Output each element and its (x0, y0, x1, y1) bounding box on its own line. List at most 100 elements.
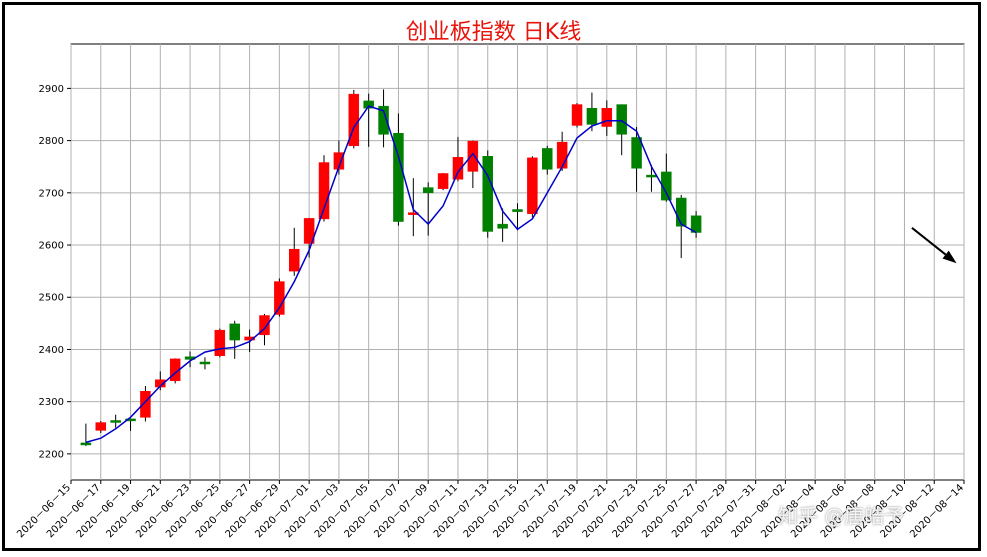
x-tick-label: 2020－07－11 (402, 482, 460, 540)
candle-body (467, 140, 479, 172)
arrow-head (942, 250, 957, 264)
x-tick-label: 2020－06－25 (164, 482, 222, 540)
candle-body (437, 173, 449, 189)
candle (527, 156, 538, 218)
candle-body (512, 209, 523, 212)
candle-body (556, 141, 568, 169)
candle (512, 203, 523, 231)
y-tick-label: 2900 (39, 84, 64, 95)
candle (571, 103, 583, 128)
trend-arrow (911, 227, 957, 264)
candle-body (586, 107, 598, 125)
x-tick-label: 2020－07－27 (640, 482, 698, 540)
x-tick-label: 2020－06－27 (194, 482, 252, 540)
candle (229, 320, 240, 359)
candle (140, 386, 151, 422)
y-tick-label: 2200 (39, 449, 64, 460)
candle (497, 208, 508, 242)
candle (125, 418, 136, 431)
candle-body (527, 157, 538, 214)
x-tick-label: 2020－07－29 (670, 482, 728, 540)
x-tick-label: 2020－06－15 (15, 482, 73, 540)
candle (601, 100, 613, 136)
candle (155, 371, 166, 391)
candle (110, 414, 121, 428)
candle-body (199, 361, 211, 365)
candle-body (289, 248, 300, 272)
x-tick-label: 2020－07－21 (551, 482, 609, 540)
candle (363, 93, 374, 147)
candle-body (110, 420, 121, 423)
chart-frame (2, 2, 981, 551)
x-tick-label: 2020－06－17 (45, 482, 103, 540)
candle (214, 328, 226, 358)
grid-lines (70, 44, 965, 480)
x-tick-label: 2020－07－19 (521, 482, 579, 540)
candle (422, 182, 434, 236)
candle-body (452, 157, 464, 180)
x-tick-label: 2020－07－17 (491, 482, 549, 540)
candle-body (646, 174, 657, 178)
candle-body (303, 218, 315, 244)
candle-body (601, 107, 613, 127)
x-tick-label: 2020－08－14 (908, 482, 966, 540)
candle-body (661, 171, 672, 201)
candle-body (259, 315, 270, 336)
candle (289, 227, 300, 276)
candle-body (363, 100, 374, 109)
x-tick-label: 2020－07－07 (343, 482, 401, 540)
candle-body (616, 104, 627, 135)
candle-body (274, 281, 285, 315)
candle (542, 145, 553, 175)
candle (556, 131, 568, 171)
y-tick-label: 2300 (39, 397, 64, 408)
candle (80, 423, 92, 447)
moving-average (85, 105, 697, 444)
x-tick-label: 2020－06－23 (134, 482, 192, 540)
candle (318, 155, 330, 222)
arrow-shaft (911, 227, 947, 256)
candle-body (229, 323, 240, 341)
candle-body (140, 390, 151, 418)
candle-body (95, 422, 107, 431)
candle (393, 113, 404, 226)
candle (616, 104, 627, 156)
x-tick-label: 2020－07－05 (313, 482, 371, 540)
candles (80, 89, 702, 447)
candle (259, 313, 270, 346)
candle-body (318, 162, 330, 220)
candle (378, 89, 389, 148)
candle-body (497, 223, 508, 229)
candle (646, 165, 657, 192)
candle (690, 211, 702, 238)
candle-body (244, 336, 255, 341)
x-tick-label: 2020－07－15 (462, 482, 520, 540)
candle (95, 420, 107, 434)
candle-body (482, 156, 493, 232)
candle (199, 357, 211, 370)
candle (348, 89, 360, 149)
candle (467, 140, 479, 189)
y-tick-label: 2800 (39, 136, 64, 147)
x-tick-label: 2020－07－23 (581, 482, 639, 540)
candle (631, 127, 642, 192)
y-axis: 2200 2300 2400 2500 2600 2700 2800 2900 (39, 84, 71, 460)
candle-body (393, 133, 404, 222)
ma-line (85, 105, 697, 444)
x-tick-label: 2020－06－19 (75, 482, 133, 540)
candle-body (422, 187, 434, 194)
x-tick-label: 2020－07－31 (700, 482, 758, 540)
x-tick-label: 2020－06－29 (224, 482, 282, 540)
candle (437, 172, 449, 191)
chart-title: 创业板指数 日K线 (405, 20, 582, 45)
x-tick-label: 2020－07－13 (432, 482, 490, 540)
candle (274, 278, 285, 317)
candle-body (675, 197, 687, 227)
candle (452, 136, 464, 182)
x-tick-label: 2020－07－25 (611, 482, 669, 540)
candle-body (631, 137, 642, 169)
y-tick-label: 2500 (39, 293, 64, 304)
candle-body (80, 442, 92, 446)
candle-body (125, 418, 136, 422)
